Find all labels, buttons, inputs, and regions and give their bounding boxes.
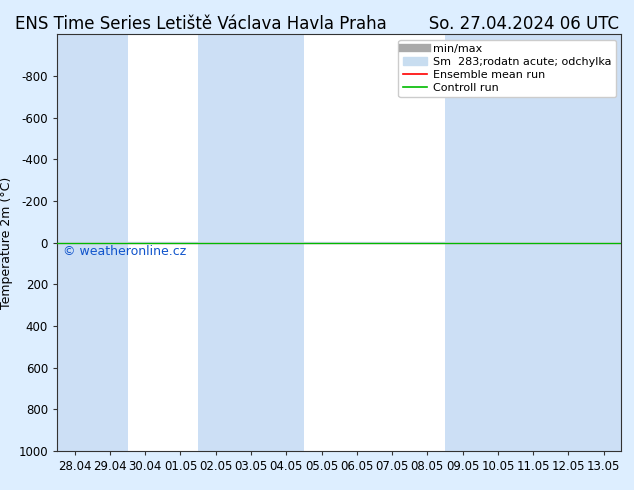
Bar (515, 34, 551, 451)
Text: ENS Time Series Letiště Václava Havla Praha        So. 27.04.2024 06 UTC: ENS Time Series Letiště Václava Havla Pr… (15, 15, 619, 33)
Legend: min/max, Sm  283;rodatn acute; odchylka, Ensemble mean run, Controll run: min/max, Sm 283;rodatn acute; odchylka, … (398, 40, 616, 97)
Bar (93, 34, 127, 451)
Bar (198, 34, 233, 451)
Bar (57, 34, 93, 451)
Text: © weatheronline.cz: © weatheronline.cz (63, 245, 186, 258)
Bar (551, 34, 586, 451)
Bar (481, 34, 515, 451)
Y-axis label: Temperature 2m (°C): Temperature 2m (°C) (0, 176, 13, 309)
Bar (269, 34, 304, 451)
Bar (445, 34, 481, 451)
Bar (233, 34, 269, 451)
Bar (586, 34, 621, 451)
